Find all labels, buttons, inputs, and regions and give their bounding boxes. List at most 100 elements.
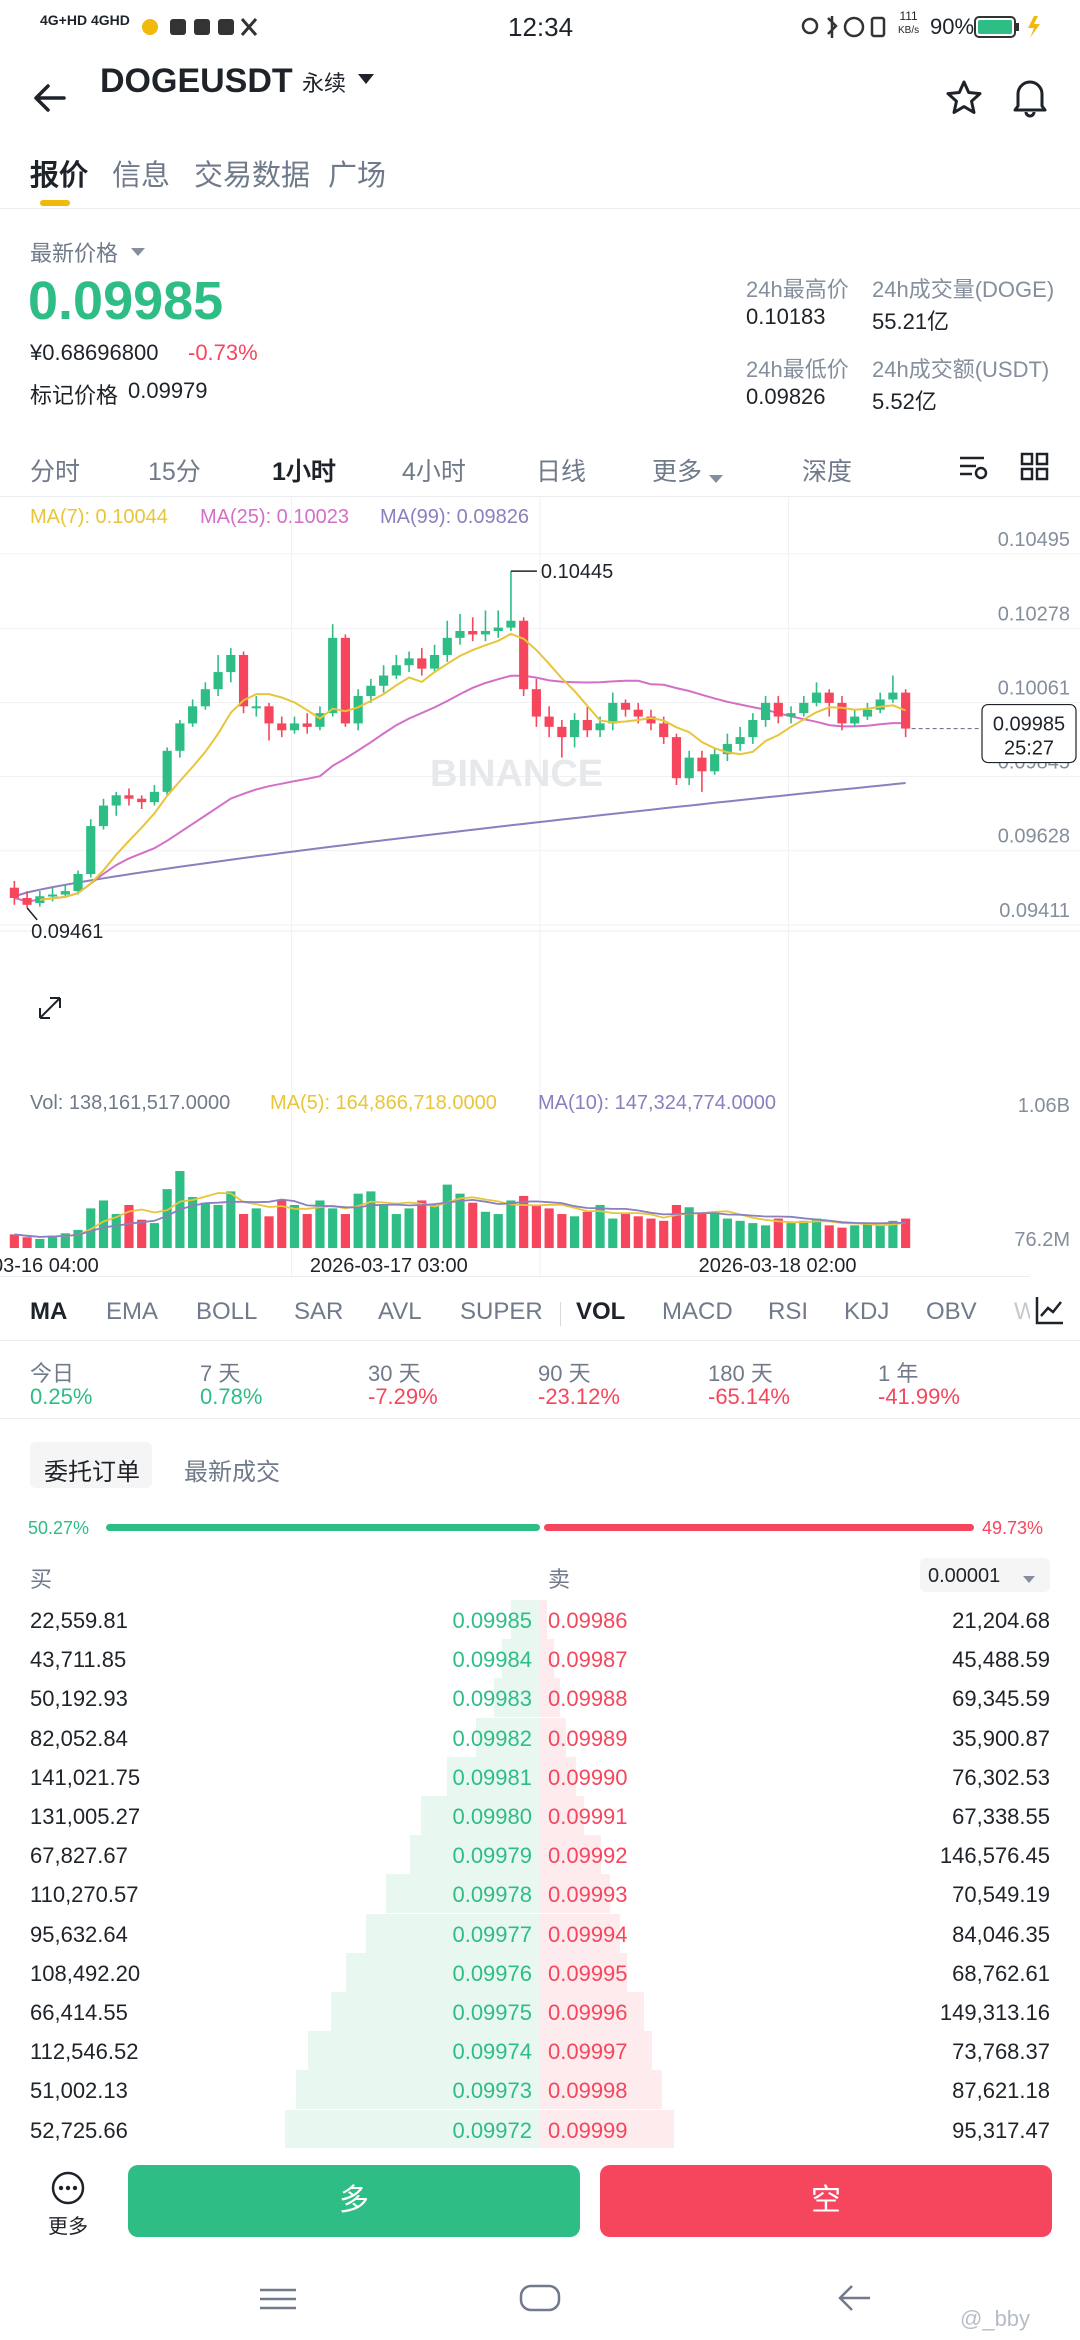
- contract-type[interactable]: 永续: [302, 71, 347, 96]
- ask-price: 0.09998: [548, 2078, 628, 2104]
- layout-grid-icon[interactable]: [1020, 452, 1050, 489]
- more-menu-icon[interactable]: [50, 2170, 86, 2211]
- tab-order-book[interactable]: 委托订单: [44, 1459, 140, 1486]
- amount-24h: 5.52亿: [872, 389, 937, 414]
- y-axis-tick: 0.09628: [998, 826, 1070, 848]
- period-daily[interactable]: 日线: [536, 458, 587, 486]
- indicator-ema[interactable]: EMA: [106, 1298, 159, 1325]
- candle-body: [404, 658, 414, 666]
- period-4h[interactable]: 4小时: [402, 458, 466, 486]
- order-book-row[interactable]: 108,492.20 0.09976 0.09995 68,762.61: [0, 1952, 1080, 1992]
- order-book-row[interactable]: 43,711.85 0.09984 0.09987 45,488.59: [0, 1639, 1080, 1679]
- last-price-label[interactable]: 最新价格: [30, 241, 119, 266]
- ask-depth-bar: [540, 1835, 602, 1875]
- candlestick-chart[interactable]: BINANCE 0.104950.102780.100610.098450.09…: [0, 496, 1080, 1276]
- period-15m[interactable]: 15分: [148, 458, 201, 486]
- volume-bar: [264, 1216, 274, 1248]
- system-back-icon[interactable]: [836, 2282, 872, 2319]
- back-arrow-icon[interactable]: [30, 78, 70, 118]
- order-book-row[interactable]: 67,827.67 0.09979 0.09992 146,576.45: [0, 1835, 1080, 1875]
- volume-bar: [684, 1207, 694, 1248]
- home-icon[interactable]: [518, 2282, 562, 2319]
- more-menu-label[interactable]: 更多: [48, 2216, 88, 2238]
- y-axis-tick: 0.09411: [999, 900, 1070, 922]
- indicator-avl[interactable]: AVL: [378, 1298, 422, 1325]
- bid-price: 0.09983: [452, 1686, 532, 1712]
- ask-quantity: 21,204.68: [952, 1608, 1050, 1633]
- price-alert-bell-icon[interactable]: [1010, 76, 1050, 118]
- tab-trading-data[interactable]: 交易数据: [194, 160, 311, 192]
- volume-bar: [60, 1233, 70, 1248]
- indicator-ma[interactable]: MA: [30, 1298, 68, 1325]
- tab-quote[interactable]: 报价: [30, 160, 89, 192]
- order-book-row[interactable]: 110,270.57 0.09978 0.09993 70,549.19: [0, 1874, 1080, 1914]
- ma99-line: [14, 782, 906, 898]
- ask-price: 0.09991: [548, 1804, 628, 1829]
- order-book-row[interactable]: 50,192.93 0.09983 0.09988 69,345.59: [0, 1678, 1080, 1718]
- indicator-boll[interactable]: BOLL: [196, 1298, 258, 1325]
- volume-bar: [748, 1223, 758, 1248]
- notification-icons: [140, 14, 260, 47]
- precision-value[interactable]: 0.00001: [928, 1565, 1001, 1587]
- order-book-row[interactable]: 22,559.81 0.09985 0.09986 21,204.68: [0, 1600, 1080, 1639]
- order-book-row[interactable]: 82,052.84 0.09982 0.09989 35,900.87: [0, 1717, 1080, 1757]
- chart-settings-icon[interactable]: [958, 452, 990, 489]
- recent-apps-icon[interactable]: [258, 2284, 298, 2319]
- period-more[interactable]: 更多: [652, 458, 703, 486]
- period-time-share[interactable]: 分时: [30, 458, 81, 486]
- volume-bar: [340, 1214, 350, 1248]
- candle-body: [697, 757, 707, 772]
- favorite-star-icon[interactable]: [944, 78, 984, 118]
- indicator-sar[interactable]: SAR: [294, 1298, 344, 1325]
- tab-info[interactable]: 信息: [112, 160, 171, 192]
- order-book-row[interactable]: 95,632.64 0.09977 0.09994 84,046.35: [0, 1913, 1080, 1953]
- volume-bar: [455, 1193, 465, 1248]
- candle-body: [901, 692, 911, 729]
- short-button[interactable]: 空: [600, 2165, 1052, 2237]
- indicator-super[interactable]: SUPER: [460, 1298, 543, 1325]
- tab-square[interactable]: 广场: [328, 160, 387, 192]
- order-book-row[interactable]: 51,002.13 0.09973 0.09998 87,621.18: [0, 2070, 1080, 2110]
- indicator-kdj[interactable]: KDJ: [844, 1298, 890, 1325]
- more-dropdown-icon[interactable]: [708, 462, 724, 491]
- long-button[interactable]: 多: [128, 2165, 580, 2237]
- order-book-row[interactable]: 52,725.66 0.09972 0.09999 95,317.47: [0, 2109, 1080, 2149]
- indicator-obv[interactable]: OBV: [926, 1298, 977, 1325]
- indicator-edit-icon[interactable]: [1034, 1294, 1066, 1331]
- tab-recent-trades[interactable]: 最新成交: [184, 1459, 280, 1486]
- ask-depth-bar: [540, 1874, 610, 1914]
- ma7-legend: MA(7): 0.10044: [30, 506, 168, 528]
- volume-tick-min: 76.2M: [1014, 1229, 1070, 1251]
- volume-bar: [238, 1214, 249, 1248]
- ask-depth-bar: [540, 2031, 653, 2071]
- candle-body: [862, 709, 873, 717]
- volume-bar: [659, 1220, 669, 1248]
- candle-body: [175, 723, 185, 751]
- period-depth[interactable]: 深度: [802, 458, 853, 486]
- order-book-row[interactable]: 141,021.75 0.09981 0.09990 76,302.53: [0, 1756, 1080, 1796]
- order-book-row[interactable]: 131,005.27 0.09980 0.09991 67,338.55: [0, 1796, 1080, 1835]
- period-1h[interactable]: 1小时: [272, 458, 336, 486]
- volume-bar: [404, 1208, 414, 1248]
- low-24h: 0.09826: [746, 384, 826, 409]
- candle-body: [73, 874, 83, 892]
- precision-dropdown-icon[interactable]: [1022, 1571, 1036, 1589]
- indicator-macd[interactable]: MACD: [662, 1298, 733, 1325]
- candle-body: [506, 620, 516, 628]
- indicator-vol[interactable]: VOL: [576, 1298, 626, 1325]
- price-label-dropdown-icon[interactable]: [130, 244, 146, 262]
- volume-bar: [837, 1227, 847, 1248]
- volume-bar: [315, 1200, 325, 1248]
- system-nav-bar: [0, 2262, 1080, 2340]
- symbol-title[interactable]: DOGEUSDT: [100, 62, 293, 100]
- order-book-row[interactable]: 112,546.52 0.09974 0.09997 73,768.37: [0, 2031, 1080, 2071]
- active-tab-indicator: [40, 200, 70, 206]
- volume-bar: [277, 1200, 287, 1248]
- precision-selector[interactable]: [920, 1558, 1050, 1592]
- indicator-rsi[interactable]: RSI: [768, 1298, 809, 1325]
- high-marker-label: 0.10445: [541, 561, 613, 583]
- volume-ma5-line: [14, 1192, 906, 1238]
- symbol-dropdown-icon[interactable]: [356, 72, 376, 91]
- order-book-row[interactable]: 66,414.55 0.09975 0.09996 149,313.16: [0, 1992, 1080, 2031]
- candle-body: [480, 631, 491, 635]
